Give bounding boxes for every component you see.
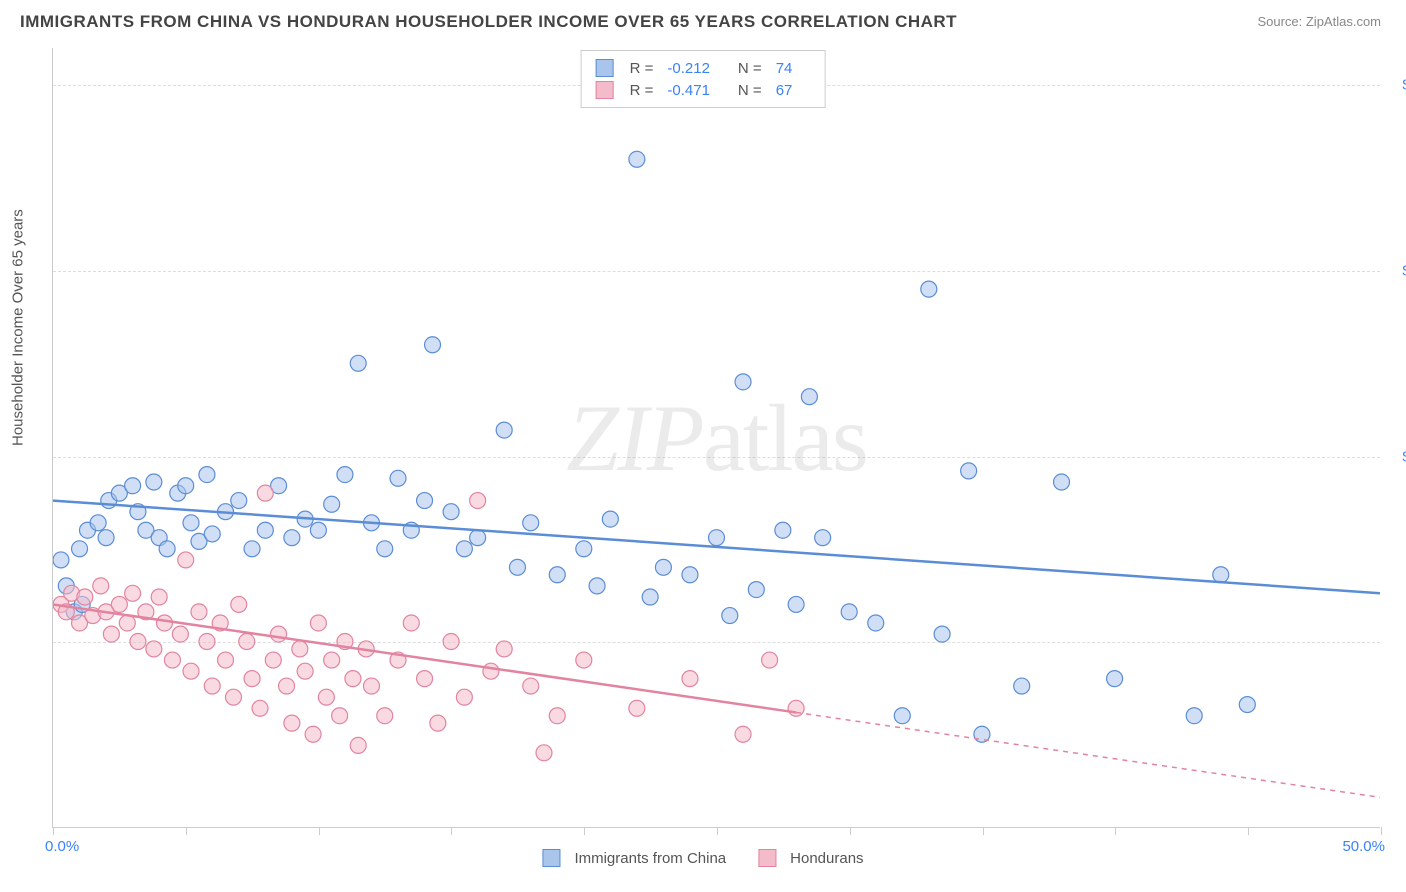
legend-label-1: Hondurans xyxy=(790,850,863,867)
legend-row-series-1: R = -0.471 N = 67 xyxy=(596,79,811,101)
legend-item-0: Immigrants from China xyxy=(542,849,726,867)
r-label: R = xyxy=(630,60,654,77)
x-tick xyxy=(717,827,718,835)
swatch-bottom-0 xyxy=(542,849,560,867)
y-tick-label: $200,000 xyxy=(1402,77,1406,94)
legend-item-1: Hondurans xyxy=(758,849,863,867)
x-tick xyxy=(1381,827,1382,835)
x-tick xyxy=(584,827,585,835)
correlation-legend: R = -0.212 N = 74 R = -0.471 N = 67 xyxy=(581,50,826,108)
n-value-0: 74 xyxy=(776,60,793,77)
x-axis-min-label: 0.0% xyxy=(45,838,79,855)
x-tick xyxy=(983,827,984,835)
y-tick-label: $150,000 xyxy=(1402,262,1406,279)
legend-row-series-0: R = -0.212 N = 74 xyxy=(596,57,811,79)
n-label: N = xyxy=(738,60,762,77)
x-tick xyxy=(319,827,320,835)
x-tick xyxy=(1115,827,1116,835)
x-axis-max-label: 50.0% xyxy=(1342,838,1385,855)
source-attribution: Source: ZipAtlas.com xyxy=(1257,14,1381,29)
swatch-series-1 xyxy=(596,81,614,99)
plot-area: ZIPatlas 0.0% 50.0% $50,000$100,000$150,… xyxy=(52,48,1380,828)
swatch-series-0 xyxy=(596,59,614,77)
swatch-bottom-1 xyxy=(758,849,776,867)
x-tick xyxy=(186,827,187,835)
y-axis-title: Householder Income Over 65 years xyxy=(10,209,27,446)
x-tick xyxy=(53,827,54,835)
x-tick xyxy=(850,827,851,835)
x-tick xyxy=(1248,827,1249,835)
n-value-1: 67 xyxy=(776,82,793,99)
r-value-1: -0.471 xyxy=(667,82,710,99)
chart-title: IMMIGRANTS FROM CHINA VS HONDURAN HOUSEH… xyxy=(20,12,957,32)
r-value-0: -0.212 xyxy=(667,60,710,77)
series-legend: Immigrants from China Hondurans xyxy=(542,849,863,867)
legend-label-0: Immigrants from China xyxy=(574,850,726,867)
y-tick-label: $100,000 xyxy=(1402,448,1406,465)
n-label: N = xyxy=(738,82,762,99)
x-tick xyxy=(451,827,452,835)
r-label: R = xyxy=(630,82,654,99)
chart-svg xyxy=(53,48,1380,827)
